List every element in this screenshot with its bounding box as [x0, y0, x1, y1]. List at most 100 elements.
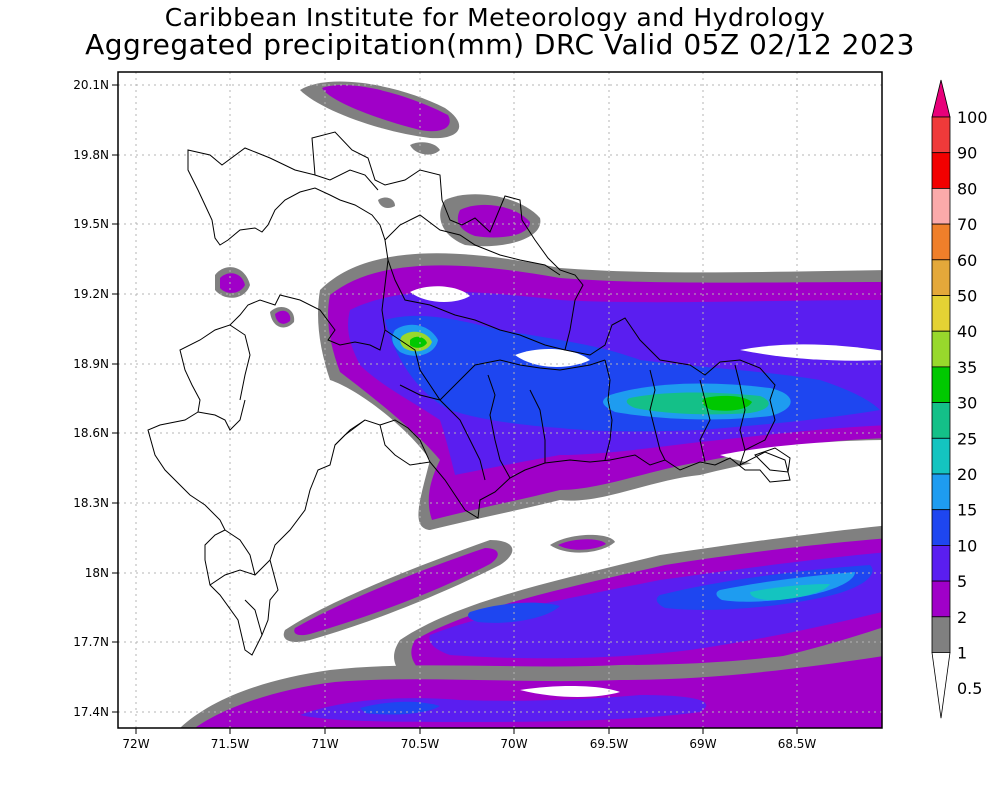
rain-core: [410, 336, 427, 348]
legend-label: 90: [957, 144, 977, 163]
lat-label: 17.4N: [73, 705, 109, 719]
rain-core: [750, 584, 830, 601]
legend-swatch: [931, 259, 951, 296]
lat-label: 19.5N: [73, 217, 109, 231]
province-line: [399, 384, 441, 401]
legend-label: 20: [957, 465, 977, 484]
rain-band-north: [322, 85, 450, 132]
rain-patch: [220, 273, 245, 293]
lat-label: 18.3N: [73, 496, 109, 510]
legend-swatch: [931, 116, 951, 154]
lat-label: 18.6N: [73, 426, 109, 440]
lon-label: 70.5W: [401, 737, 440, 751]
lat-label: 20.1N: [73, 78, 109, 92]
rain-band-south: [294, 548, 498, 636]
legend-arrow-bottom: [931, 652, 951, 719]
lat-label: 17.7N: [73, 635, 109, 649]
province-line: [209, 559, 271, 586]
dry-pocket: [410, 286, 470, 302]
legend-swatch: [931, 437, 951, 475]
province-line: [649, 369, 666, 461]
legend-label: 80: [957, 179, 977, 198]
rain-core: [702, 395, 752, 411]
dry-pocket: [720, 440, 882, 471]
province-line: [334, 419, 366, 446]
legend-label: 50: [957, 287, 977, 306]
lon-label: 70W: [500, 737, 527, 751]
legend-label: 5: [957, 572, 967, 591]
dry-pocket: [740, 344, 882, 361]
legend-swatch: [931, 473, 951, 511]
plot-frame: [117, 71, 883, 729]
province-boundaries: [147, 131, 791, 656]
rain-core: [360, 701, 440, 715]
legend-label: 30: [957, 394, 977, 413]
legend-swatch: [931, 152, 951, 189]
rain-patch: [378, 197, 395, 208]
province-line: [314, 169, 379, 191]
province-line: [604, 359, 613, 461]
rain-band-south: [300, 695, 707, 722]
province-line: [384, 214, 561, 276]
legend-label: 0.5: [957, 679, 982, 698]
lon-labels: 72W 71.5W 71W 70.5W 70W 69.5W 69W 68.5W: [122, 737, 816, 751]
lat-label: 19.8N: [73, 148, 109, 162]
legend-label: 40: [957, 322, 977, 341]
lon-label: 71W: [311, 737, 338, 751]
lat-label: 19.2N: [73, 287, 109, 301]
legend-label: 1: [957, 644, 967, 663]
legend-swatch: [931, 580, 951, 618]
province-line: [487, 374, 511, 479]
legend-label: 15: [957, 501, 977, 520]
legend-swatch: [931, 509, 951, 546]
dry-pocket: [515, 348, 590, 367]
province-line: [244, 599, 263, 636]
legend-label: 60: [957, 251, 977, 270]
lon-label: 71.5W: [211, 737, 250, 751]
province-line: [224, 529, 256, 576]
lon-label: 68.5W: [778, 737, 817, 751]
province-line: [229, 324, 251, 401]
map-subtitle: Aggregated precipitation(mm) DRC Valid 0…: [85, 28, 915, 61]
lat-label: 18N: [85, 566, 109, 580]
legend-swatch: [931, 366, 951, 403]
legend-swatch: [931, 187, 951, 225]
island-outline: [754, 447, 791, 473]
province-line: [439, 359, 606, 401]
precipitation-field: [180, 81, 882, 728]
legend-label: 10: [957, 536, 977, 555]
rain-patch: [457, 204, 530, 238]
legend-swatch: [931, 330, 951, 368]
lat-labels: 20.1N 19.8N 19.5N 19.2N 18.9N 18.6N 18.3…: [73, 78, 109, 719]
province-line: [197, 399, 246, 431]
legend-swatch: [931, 295, 951, 332]
legend-label: 70: [957, 215, 977, 234]
lon-label: 72W: [122, 737, 149, 751]
legend-label: 25: [957, 429, 977, 448]
legend-swatch: [931, 616, 951, 653]
color-legend: 100 90 80 70 60 50 40 35 30 25 20 15 10 5 2 1 0.5: [931, 79, 988, 719]
map-grid: [118, 72, 882, 728]
map-title: Caribbean Institute for Meteorology and …: [164, 3, 826, 32]
rain-patch: [275, 310, 291, 324]
legend-swatch: [931, 545, 951, 582]
province-line: [379, 424, 431, 466]
legend-arrow-top: [931, 79, 951, 118]
province-line: [699, 379, 711, 463]
lon-label: 69.5W: [590, 737, 629, 751]
axis-ticks: [112, 84, 798, 734]
legend-label: 100: [957, 108, 988, 127]
legend-label: 2: [957, 608, 967, 627]
rain-patch: [410, 142, 440, 155]
dry-pocket: [520, 686, 620, 697]
legend-swatch: [931, 402, 951, 439]
lon-label: 69W: [689, 737, 716, 751]
legend-label: 35: [957, 358, 977, 377]
legend-swatch: [931, 223, 951, 261]
province-line: [734, 364, 746, 451]
rain-patch: [558, 539, 606, 550]
lat-label: 18.9N: [73, 357, 109, 371]
coastline: [147, 131, 791, 656]
province-line: [529, 389, 546, 463]
